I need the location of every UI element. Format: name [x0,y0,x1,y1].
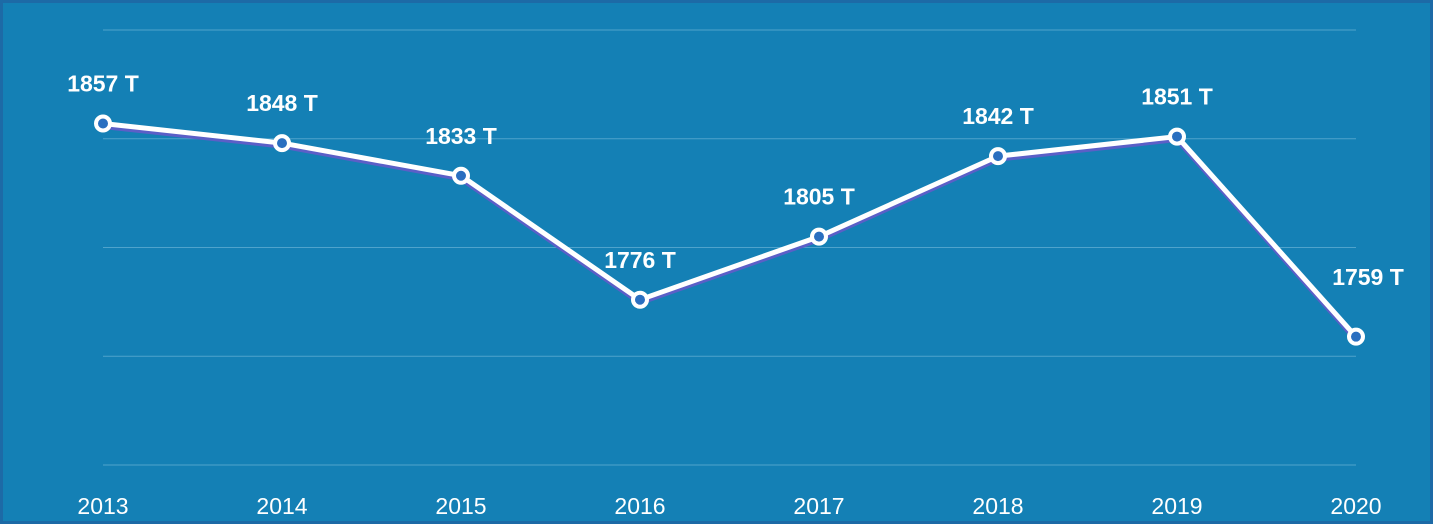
x-tick-label: 2013 [77,493,128,519]
line-shadow [102,124,1358,342]
value-label: 1833 T [425,123,497,149]
x-tick-label: 2014 [256,493,307,519]
value-label: 1759 T [1332,264,1404,290]
point [94,114,112,133]
point [452,166,470,185]
x-tick-label: 2017 [793,493,844,519]
x-tick-label: 2018 [972,493,1023,519]
value-label: 1857 T [67,71,139,97]
value-label: 1851 T [1141,84,1213,110]
x-tick-label: 2019 [1151,493,1202,519]
value-label: 1805 T [783,184,855,210]
point [989,147,1007,166]
x-tick-label: 2020 [1330,493,1381,519]
point [810,227,828,246]
value-label: 1848 T [246,90,318,116]
value-label: 1776 T [604,247,676,273]
point [1347,327,1365,346]
point [631,290,649,309]
series-line [102,121,1358,339]
point [273,134,291,153]
x-tick-label: 2015 [435,493,486,519]
x-tick-label: 2016 [614,493,665,519]
value-label: 1842 T [962,103,1034,129]
point [1168,127,1186,146]
